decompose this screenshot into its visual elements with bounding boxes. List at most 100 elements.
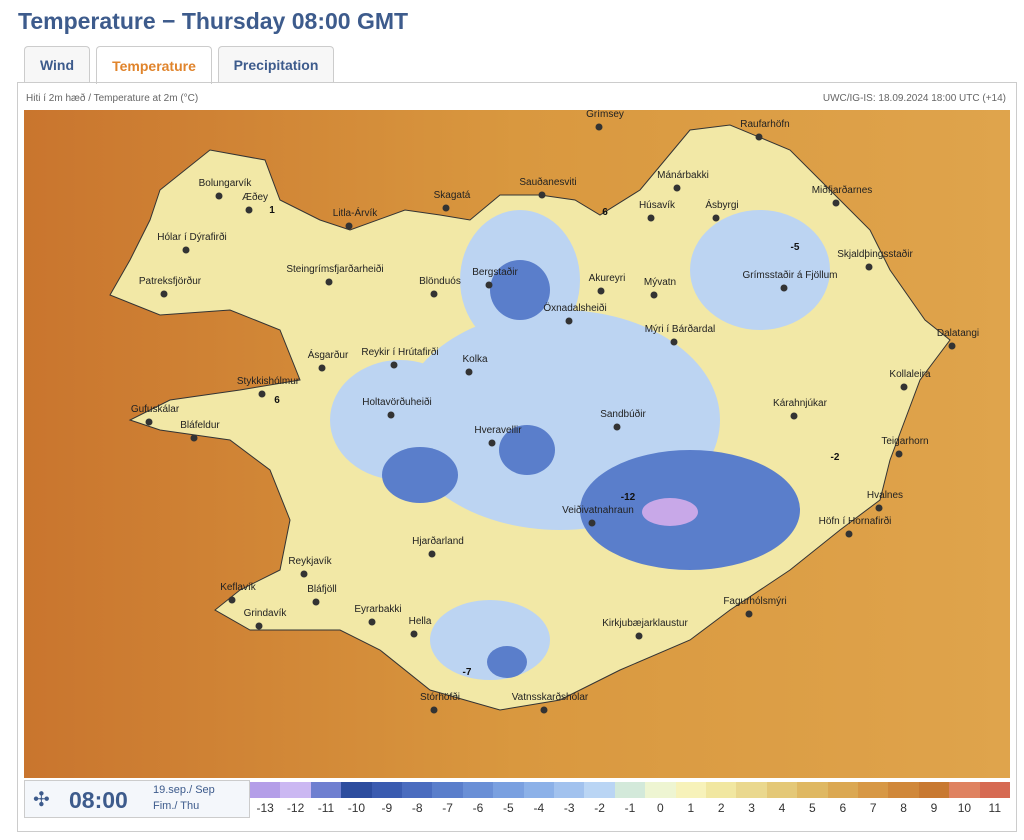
station-dot bbox=[613, 423, 621, 431]
legend-label: 1 bbox=[687, 801, 695, 815]
place-label: Hólar í Dýrafirði bbox=[157, 231, 226, 243]
legend: -13 -12 -11 -10 -9 -8 -7 -6 -5 -4 -3 -2 -1 0 1 2 3 4 5 6 7 8 9… bbox=[250, 780, 1010, 818]
place-label: Reykir í Hrútafirði bbox=[361, 346, 438, 358]
place-label: Sauðanesviti bbox=[519, 176, 576, 188]
panel bbox=[17, 82, 1017, 832]
legend-label: 8 bbox=[900, 801, 907, 815]
map: Grímsey Raufarhöfn Bolungarvík Æðey Litla-Ár… bbox=[24, 110, 1010, 778]
place-label: Hvalnes bbox=[867, 490, 903, 501]
legend-label: -5 bbox=[503, 801, 514, 815]
legend-swatch bbox=[250, 782, 281, 798]
place-label: Litla-Árvík bbox=[333, 206, 378, 219]
station-dot bbox=[790, 412, 798, 420]
place-label: Kolka bbox=[462, 354, 487, 365]
station-dot bbox=[588, 519, 596, 527]
station-dot bbox=[488, 439, 496, 447]
temperature-label: 1 bbox=[269, 205, 275, 216]
legend-label: -9 bbox=[381, 801, 393, 815]
station-dot bbox=[190, 434, 198, 442]
legend-swatch bbox=[766, 782, 798, 798]
legend-swatch bbox=[918, 782, 950, 798]
legend-label: 9 bbox=[930, 801, 938, 815]
station-dot bbox=[647, 214, 655, 222]
play-icon[interactable]: ✣ bbox=[33, 789, 50, 811]
place-label: Mánárbakki bbox=[657, 170, 709, 181]
legend-label: 7 bbox=[869, 801, 877, 815]
place-label: Kirkjubæjarklaustur bbox=[602, 618, 688, 629]
legend-swatch bbox=[979, 782, 1010, 798]
legend-swatch bbox=[341, 782, 372, 798]
place-label: Skagatá bbox=[434, 190, 471, 201]
legend-label: 5 bbox=[809, 801, 816, 815]
station-dot bbox=[245, 206, 253, 214]
day: Fim./ Thu bbox=[153, 800, 200, 812]
station-dot bbox=[900, 383, 908, 391]
legend-label: -3 bbox=[563, 801, 575, 815]
place-label: Hella bbox=[409, 616, 432, 627]
station-dot bbox=[182, 246, 190, 254]
legend-swatch bbox=[888, 782, 919, 798]
station-dot bbox=[597, 287, 605, 295]
place-label: Raufarhöfn bbox=[740, 119, 789, 130]
place-label: Grindavík bbox=[244, 608, 288, 619]
station-dot bbox=[258, 390, 266, 398]
station-dot bbox=[650, 291, 658, 299]
place-label: Grímsstaðir á Fjöllum bbox=[742, 269, 837, 281]
legend-swatch bbox=[584, 782, 615, 798]
station-dot bbox=[345, 222, 353, 230]
very-cold-core bbox=[642, 498, 698, 526]
legend-label: 0 bbox=[657, 801, 664, 815]
station-dot bbox=[387, 411, 395, 419]
place-label: Fagurhólsmýri bbox=[723, 596, 786, 607]
temperature-label: -7 bbox=[463, 667, 472, 678]
place-label: Mývatn bbox=[644, 277, 676, 288]
legend-swatch bbox=[949, 782, 980, 798]
place-label: Æðey bbox=[242, 191, 268, 203]
place-label: Dalatangi bbox=[937, 328, 979, 339]
legend-swatch bbox=[432, 782, 463, 798]
station-dot bbox=[538, 191, 546, 199]
caption: Hiti í 2m hæð / Temperature at 2m (°C) bbox=[26, 93, 199, 104]
station-dot bbox=[368, 618, 376, 626]
place-label: Skjaldþingsstaðir bbox=[837, 248, 913, 260]
station-dot bbox=[255, 622, 263, 630]
station-dot bbox=[215, 192, 223, 200]
legend-swatch bbox=[554, 782, 585, 798]
legend-label: -13 bbox=[256, 801, 274, 815]
legend-swatch bbox=[280, 782, 311, 798]
tab[interactable]: Temperature bbox=[96, 46, 212, 84]
place-label: Bolungarvík bbox=[199, 178, 253, 189]
caption: UWC/IG-IS: 18.09.2024 18:00 UTC (+14) bbox=[822, 93, 1006, 104]
place-label: Stórhöfði bbox=[420, 691, 460, 703]
legend-label: -10 bbox=[347, 801, 366, 815]
legend-swatch bbox=[310, 782, 342, 798]
legend-swatch bbox=[797, 782, 828, 798]
place-label: Akureyri bbox=[589, 273, 626, 284]
place-label: Teigarhorn bbox=[881, 436, 928, 447]
station-dot bbox=[895, 450, 903, 458]
station-dot bbox=[635, 632, 643, 640]
place-label: Patreksfjörður bbox=[139, 275, 202, 287]
legend-swatch bbox=[614, 782, 646, 798]
place-label: Blönduós bbox=[419, 276, 461, 287]
place-label: Holtavörðuheiði bbox=[362, 396, 432, 408]
station-dot bbox=[312, 598, 320, 606]
legend-swatch bbox=[402, 782, 433, 798]
place-label: Miðfjarðarnes bbox=[812, 184, 873, 196]
place-label: Kárahnjúkar bbox=[773, 398, 828, 409]
tab[interactable]: Precipitation bbox=[218, 46, 334, 82]
station-dot bbox=[145, 418, 153, 426]
place-label: Stykkishólmur bbox=[237, 376, 300, 387]
place-label: Veiðivatnahraun bbox=[562, 504, 634, 516]
legend-label: -12 bbox=[286, 801, 305, 815]
station-dot bbox=[865, 263, 873, 271]
legend-label: 11 bbox=[988, 801, 1002, 815]
tab[interactable]: Wind bbox=[24, 46, 90, 82]
legend-swatch bbox=[706, 782, 737, 798]
place-label: Bláfeldur bbox=[180, 420, 220, 431]
station-dot bbox=[673, 184, 681, 192]
temperature-label: -12 bbox=[621, 492, 636, 503]
place-label: Eyrarbakki bbox=[354, 604, 401, 615]
station-dot bbox=[410, 630, 418, 638]
